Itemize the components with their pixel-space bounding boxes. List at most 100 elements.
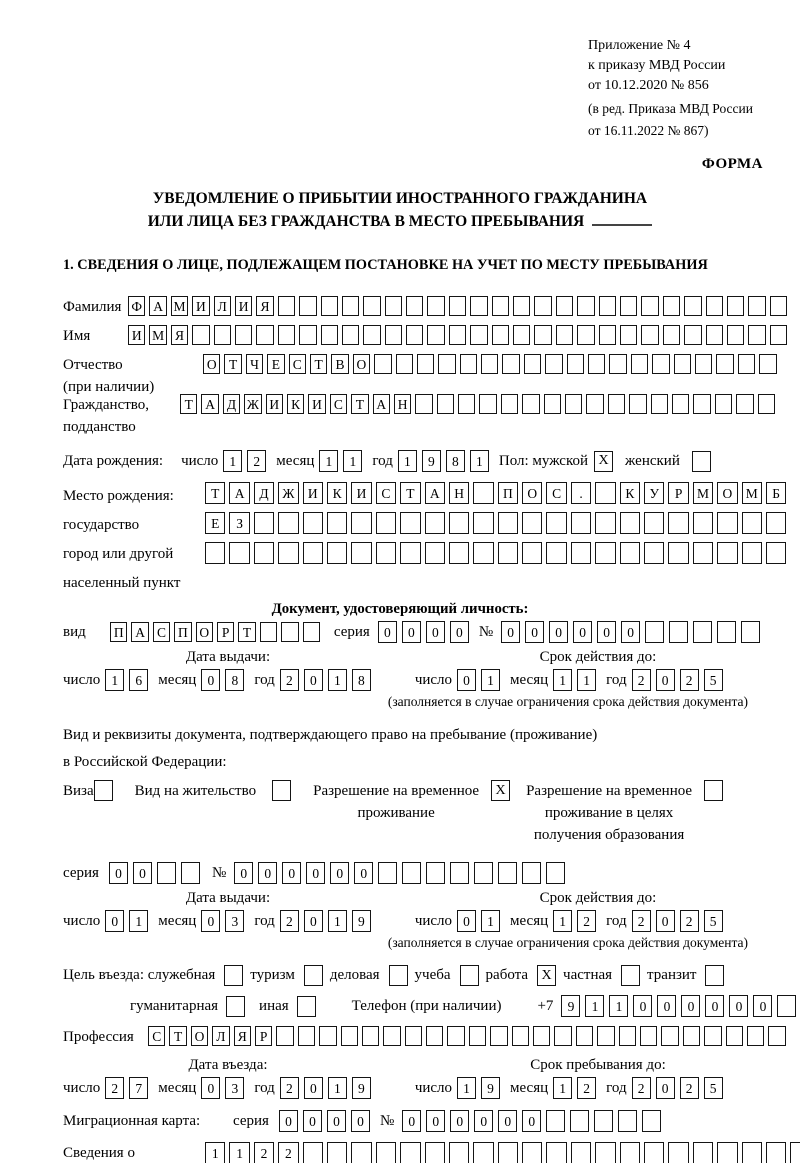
char-cell[interactable] <box>522 394 540 415</box>
char-cell[interactable]: 1 <box>129 910 149 933</box>
char-cell[interactable] <box>459 354 478 375</box>
char-cell[interactable] <box>302 622 320 643</box>
char-cell[interactable]: Т <box>238 622 256 643</box>
char-cell[interactable]: 0 <box>282 862 302 885</box>
char-cell[interactable] <box>597 1026 615 1047</box>
char-cell[interactable]: М <box>741 482 762 505</box>
char-cell[interactable] <box>375 542 397 565</box>
char-cell[interactable] <box>511 1026 530 1047</box>
char-cell[interactable] <box>473 1142 494 1163</box>
char-cell[interactable] <box>450 862 470 885</box>
char-cell[interactable]: 0 <box>303 910 323 933</box>
char-cell[interactable]: 0 <box>201 910 221 933</box>
char-cell[interactable] <box>326 542 348 565</box>
char-cell[interactable] <box>522 862 542 885</box>
char-cell[interactable]: Т <box>180 394 198 415</box>
purpose-study-checkbox[interactable] <box>459 965 479 987</box>
char-cell[interactable] <box>692 1142 714 1163</box>
char-cell[interactable] <box>491 325 510 346</box>
char-cell[interactable] <box>717 621 737 644</box>
char-cell[interactable]: И <box>265 394 283 415</box>
char-cell[interactable] <box>302 512 323 535</box>
char-cell[interactable] <box>684 296 702 317</box>
char-cell[interactable] <box>375 1142 397 1163</box>
char-cell[interactable] <box>473 482 494 505</box>
char-cell[interactable] <box>684 325 702 346</box>
char-cell[interactable] <box>650 394 668 415</box>
char-cell[interactable]: 0 <box>108 862 128 885</box>
char-cell[interactable]: Р <box>254 1026 273 1047</box>
char-cell[interactable] <box>378 862 398 885</box>
char-cell[interactable] <box>716 354 734 375</box>
char-cell[interactable] <box>278 542 299 565</box>
char-cell[interactable]: 1 <box>205 1142 226 1163</box>
char-cell[interactable] <box>533 1026 551 1047</box>
char-cell[interactable]: А <box>149 296 167 317</box>
char-cell[interactable]: Е <box>267 354 285 375</box>
char-cell[interactable] <box>400 542 421 565</box>
char-cell[interactable]: 0 <box>457 669 477 692</box>
char-cell[interactable]: Т <box>309 354 328 375</box>
char-cell[interactable] <box>406 325 424 346</box>
char-cell[interactable]: 0 <box>303 1077 323 1100</box>
char-cell[interactable]: И <box>302 482 323 505</box>
char-cell[interactable] <box>543 394 562 415</box>
char-cell[interactable]: П <box>497 482 519 505</box>
char-cell[interactable]: 0 <box>201 669 221 692</box>
char-cell[interactable]: Д <box>222 394 241 415</box>
char-cell[interactable] <box>642 1110 662 1133</box>
residence-permit-checkbox[interactable] <box>272 780 292 802</box>
char-cell[interactable] <box>619 542 641 565</box>
char-cell[interactable]: 0 <box>425 621 445 644</box>
char-cell[interactable]: 2 <box>631 910 651 933</box>
char-cell[interactable]: 3 <box>225 910 245 933</box>
char-cell[interactable]: 2 <box>253 1142 275 1163</box>
char-cell[interactable]: 1 <box>609 995 629 1018</box>
char-cell[interactable] <box>644 542 665 565</box>
char-cell[interactable] <box>555 296 574 317</box>
char-cell[interactable] <box>427 325 445 346</box>
char-cell[interactable] <box>726 296 745 317</box>
char-cell[interactable] <box>180 862 200 885</box>
char-cell[interactable] <box>500 394 519 415</box>
char-cell[interactable] <box>693 621 713 644</box>
char-cell[interactable] <box>424 512 445 535</box>
char-cell[interactable] <box>156 862 176 885</box>
char-cell[interactable] <box>513 296 531 317</box>
char-cell[interactable] <box>256 325 274 346</box>
char-cell[interactable]: 0 <box>753 995 773 1018</box>
char-cell[interactable] <box>351 542 372 565</box>
char-cell[interactable]: 1 <box>223 450 243 473</box>
char-cell[interactable] <box>671 394 690 415</box>
char-cell[interactable]: 2 <box>279 1077 299 1100</box>
char-cell[interactable]: Р <box>668 482 689 505</box>
char-cell[interactable]: 0 <box>377 621 397 644</box>
char-cell[interactable] <box>192 325 210 346</box>
char-cell[interactable] <box>326 1142 348 1163</box>
char-cell[interactable]: Л <box>212 1026 230 1047</box>
char-cell[interactable]: 0 <box>549 621 569 644</box>
char-cell[interactable] <box>777 995 797 1018</box>
char-cell[interactable] <box>426 862 446 885</box>
char-cell[interactable]: 2 <box>105 1077 125 1100</box>
char-cell[interactable] <box>497 1142 519 1163</box>
char-cell[interactable] <box>662 296 681 317</box>
char-cell[interactable]: Л <box>213 296 231 317</box>
char-cell[interactable] <box>383 1026 401 1047</box>
char-cell[interactable]: 2 <box>679 910 699 933</box>
char-cell[interactable]: 8 <box>445 450 465 473</box>
char-cell[interactable] <box>448 542 470 565</box>
char-cell[interactable]: 9 <box>481 1077 501 1100</box>
purpose-other-checkbox[interactable] <box>296 995 316 1017</box>
char-cell[interactable] <box>741 621 761 644</box>
char-cell[interactable]: К <box>326 482 348 505</box>
char-cell[interactable] <box>705 325 723 346</box>
char-cell[interactable] <box>545 354 563 375</box>
char-cell[interactable] <box>661 1026 679 1047</box>
char-cell[interactable]: 5 <box>703 910 723 933</box>
char-cell[interactable]: О <box>717 482 738 505</box>
char-cell[interactable]: 5 <box>703 669 723 692</box>
char-cell[interactable] <box>668 512 689 535</box>
char-cell[interactable]: 0 <box>525 621 545 644</box>
char-cell[interactable]: 1 <box>481 910 501 933</box>
